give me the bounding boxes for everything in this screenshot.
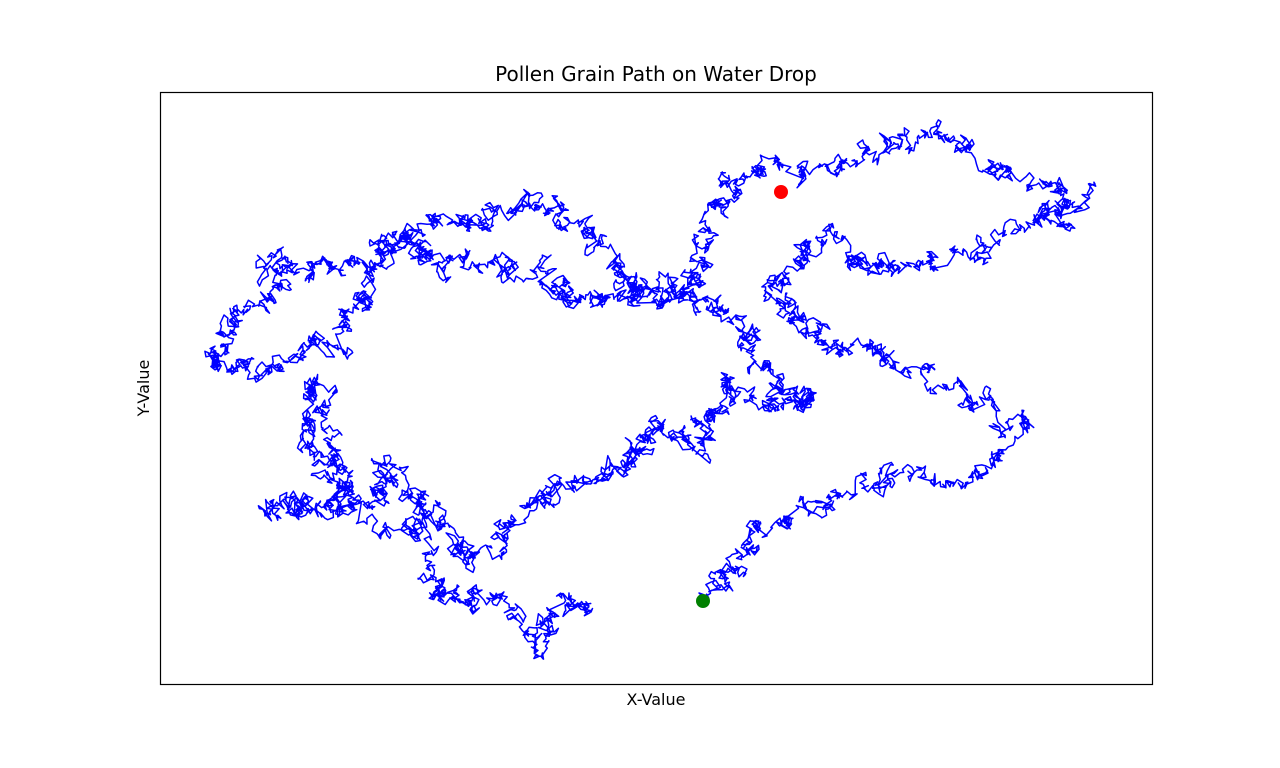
y-axis-label: Y-Value xyxy=(134,360,153,418)
random-walk-path xyxy=(204,119,1097,660)
end-point-marker xyxy=(774,185,788,199)
x-axis-label: X-Value xyxy=(627,690,686,709)
plot-frame xyxy=(159,91,1154,686)
plot-area xyxy=(204,119,1097,660)
start-point-marker xyxy=(696,594,710,608)
chart-title: Pollen Grain Path on Water Drop xyxy=(495,62,817,86)
